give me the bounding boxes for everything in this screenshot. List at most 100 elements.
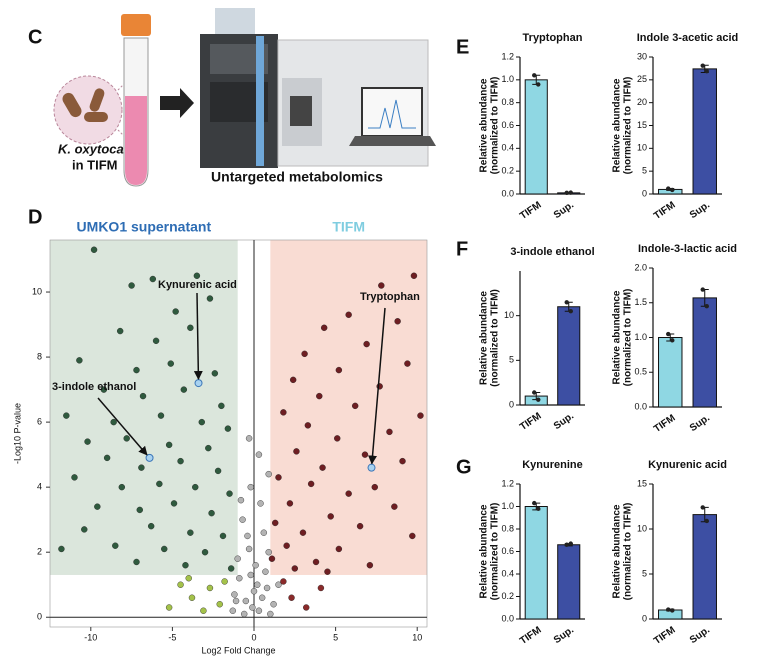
x-tick-label: TIFM: [518, 625, 543, 647]
data-point: [265, 549, 272, 556]
region-label: TIFM: [332, 219, 365, 235]
y-tick-label: 0.4: [501, 568, 514, 578]
bar: [524, 79, 548, 195]
data-point: [293, 448, 300, 455]
y-axis-label: Relative abundance: [479, 78, 490, 172]
bar: [658, 337, 683, 408]
data-point: [232, 597, 240, 605]
data-point: [165, 441, 173, 449]
data-point: [239, 516, 246, 523]
panel-label: C: [28, 26, 42, 48]
replicate-point: [568, 190, 573, 195]
y-tick-label: 10: [504, 310, 514, 320]
data-point: [272, 519, 279, 527]
data-point: [257, 500, 264, 507]
x-tick-label: Sup.: [688, 624, 712, 646]
y-tick-label: 0.6: [501, 120, 514, 130]
region: [270, 240, 427, 575]
annotation: 3-indole ethanol: [52, 381, 136, 393]
data-point: [180, 386, 188, 393]
data-point: [335, 366, 343, 374]
y-tick-label: 0: [642, 613, 647, 623]
y-tick-label: 0: [642, 188, 647, 198]
y-tick-label: 10: [637, 143, 647, 153]
data-point: [410, 272, 418, 279]
data-point: [63, 412, 70, 419]
replicate-point: [704, 304, 709, 309]
data-point: [291, 565, 299, 572]
method-label: Untargeted metabolomics: [211, 169, 383, 185]
data-point: [249, 604, 256, 611]
y-tick-label: 4: [37, 482, 42, 492]
data-point: [270, 601, 277, 608]
data-point: [216, 601, 223, 608]
highlighted-point: [145, 453, 154, 462]
data-point: [188, 594, 196, 601]
replicate-point: [700, 505, 705, 510]
data-point: [198, 418, 205, 426]
data-point: [185, 575, 192, 582]
y-axis-label: Relative abundance: [612, 78, 623, 172]
data-point: [252, 562, 259, 569]
data-point: [193, 272, 201, 279]
bar: [557, 306, 581, 406]
data-point: [263, 584, 271, 592]
y-tick-label: 15: [637, 478, 647, 488]
y-tick-label: 1.2: [501, 478, 514, 488]
chart-title: Indole-3-lactic acid: [638, 243, 737, 255]
x-tick-label: TIFM: [518, 411, 543, 433]
data-point: [123, 435, 130, 442]
chart-title: Indole 3-acetic acid: [637, 32, 738, 44]
y-tick-label: 1.0: [634, 332, 647, 342]
highlighted-point: [367, 463, 376, 472]
data-point: [247, 571, 254, 579]
replicate-point: [666, 186, 671, 191]
data-point: [289, 376, 297, 384]
data-point: [205, 444, 212, 452]
replicate-point: [704, 518, 709, 524]
data-point: [236, 575, 243, 582]
x-tick-label: Sup.: [688, 412, 712, 434]
bar: [692, 297, 717, 408]
data-point: [409, 532, 416, 540]
y-tick-label: 0.2: [501, 166, 514, 176]
data-point: [112, 542, 119, 549]
data-point: [206, 295, 214, 302]
y-axis-label: (normalized to TIFM): [623, 77, 634, 175]
data-point: [187, 529, 194, 536]
data-point: [361, 451, 369, 458]
plot-frame: [49, 239, 428, 628]
y-tick-label: 20: [637, 97, 647, 107]
annotation-arrow: [368, 307, 386, 465]
data-point: [303, 604, 310, 611]
data-point: [267, 610, 274, 618]
data-point: [319, 464, 326, 471]
replicate-point: [564, 542, 569, 547]
medium-label: in TIFM: [72, 157, 118, 172]
annotation-arrow: [193, 292, 203, 380]
data-point: [200, 607, 207, 614]
y-axis-label: (normalized to TIFM): [623, 503, 634, 601]
y-tick-label: 6: [37, 416, 42, 426]
data-point: [307, 480, 315, 488]
data-point: [147, 522, 155, 530]
data-point: [187, 324, 194, 332]
data-point: [299, 529, 307, 536]
data-point: [157, 412, 165, 419]
y-tick-label: 0.8: [501, 97, 514, 107]
replicate-point: [564, 190, 569, 196]
y-tick-label: 0.2: [501, 591, 514, 601]
data-point: [165, 604, 173, 611]
replicate-point: [670, 608, 675, 613]
data-point: [237, 496, 245, 504]
data-point: [133, 558, 140, 566]
replicate-point: [700, 63, 705, 68]
y-axis-label: (normalized to TIFM): [623, 289, 634, 387]
replicate-point: [532, 500, 537, 506]
data-point: [76, 357, 83, 364]
data-point: [316, 392, 323, 400]
replicate-point: [666, 331, 671, 337]
y-axis-label: (normalized to TIFM): [490, 289, 501, 387]
data-point: [247, 483, 254, 491]
data-point: [262, 568, 269, 575]
